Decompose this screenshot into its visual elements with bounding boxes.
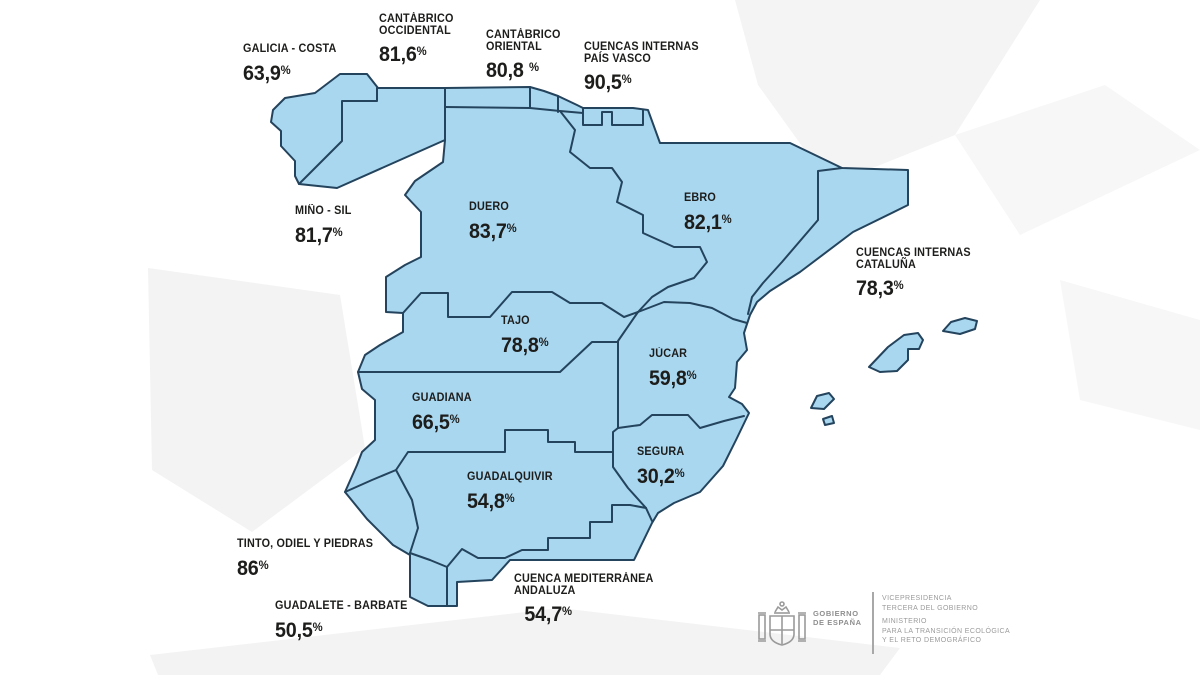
- percent-sign: %: [562, 604, 573, 618]
- basin-name: CANTÁBRICO OCCIDENTAL: [379, 13, 454, 37]
- basin-name: CUENCAS INTERNAS CATALUÑA: [856, 247, 971, 271]
- basin-label-segura: SEGURA 30,2%: [637, 446, 685, 488]
- percent-sign: %: [280, 62, 291, 77]
- basin-name: CANTÁBRICO ORIENTAL: [486, 29, 561, 53]
- percent-sign: %: [686, 367, 697, 382]
- vicepresidencia-label: VICEPRESIDENCIA TERCERA DEL GOBIERNO: [882, 595, 979, 612]
- border-guadiana-guadalquivir: [344, 429, 614, 493]
- deco-polygon: [1060, 280, 1200, 430]
- basin-label-cantabrico-oriental: CANTÁBRICO ORIENTAL 80,8 %: [486, 29, 561, 82]
- percent-sign: %: [721, 211, 732, 226]
- percent-sign: %: [506, 220, 517, 235]
- basin-label-jucar: JÚCAR 59,8%: [649, 348, 697, 390]
- basin-label-guadalquivir: GUADALQUIVIR 54,8%: [467, 471, 553, 513]
- basin-value: 59,8%: [649, 366, 697, 390]
- basin-value: 54,7%: [524, 603, 573, 626]
- basin-label-tajo: TAJO 78,8%: [501, 315, 549, 357]
- basin-name: SEGURA: [637, 446, 685, 458]
- basin-label-duero: DUERO 83,7%: [469, 201, 517, 243]
- basin-name: TINTO, ODIEL Y PIEDRAS: [237, 538, 374, 550]
- percent-sign: %: [312, 619, 323, 634]
- basin-value: 63,9%: [243, 61, 291, 85]
- basin-value: 81,7%: [295, 223, 343, 247]
- border-duero-ebro: [559, 110, 708, 313]
- percent-sign: %: [538, 334, 549, 349]
- basin-value: 54,8%: [467, 489, 515, 513]
- basin-name: DUERO: [469, 201, 509, 213]
- basin-name: TAJO: [501, 315, 530, 327]
- basin-value: 80,8 %: [486, 59, 540, 82]
- percent-sign: %: [449, 411, 460, 426]
- peninsula-outline: [270, 73, 909, 607]
- border-tinto-guadalquivir: [395, 469, 419, 554]
- basin-label-cuencas-internas-cataluna: CUENCAS INTERNAS CATALUÑA 78,3%: [856, 247, 971, 300]
- basin-value: 50,5%: [275, 618, 323, 642]
- basin-value: 86%: [237, 556, 269, 580]
- background-deco-polygons: [148, 0, 1200, 675]
- island-formentera: [822, 415, 835, 426]
- percent-sign: %: [621, 72, 632, 86]
- basin-label-galicia-costa: GALICIA - COSTA 63,9%: [243, 43, 337, 85]
- percent-sign: %: [332, 224, 343, 239]
- border-segura-west: [612, 427, 653, 522]
- border-guadalete: [409, 552, 448, 607]
- basin-name: CUENCA MEDITERRÁNEA ANDALUZA: [514, 573, 654, 597]
- basin-label-ebro: EBRO 82,1%: [684, 192, 732, 234]
- basin-value: 78,3%: [856, 277, 904, 300]
- border-jucar-segura: [617, 414, 745, 429]
- gobierno-de-espana-label: GOBIERNO DE ESPAÑA: [813, 609, 862, 627]
- island-ibiza: [810, 392, 835, 410]
- basin-label-guadalete-barbate: GUADALETE - BARBATE 50,5%: [275, 600, 408, 642]
- percent-sign: %: [258, 557, 269, 572]
- basin-label-guadiana: GUADIANA 66,5%: [412, 392, 472, 434]
- spain-coat-of-arms-icon: [758, 601, 806, 646]
- border-north-strip-bottom: [444, 106, 584, 114]
- deco-polygon: [955, 85, 1200, 235]
- basin-name: EBRO: [684, 192, 716, 204]
- basin-value: 82,1%: [684, 210, 732, 234]
- island-mallorca: [868, 332, 924, 373]
- basin-name: GUADALETE - BARBATE: [275, 600, 408, 612]
- border-ebro-jucar: [637, 301, 748, 324]
- basin-value: 81,6%: [379, 43, 427, 66]
- basin-label-pais-vasco: CUENCAS INTERNAS PAÍS VASCO 90,5%: [584, 41, 699, 94]
- basin-label-mino-sil: MIÑO - SIL 81,7%: [295, 205, 352, 247]
- basin-value: 78,8%: [501, 333, 549, 357]
- island-menorca: [942, 317, 978, 335]
- ministerio-label: MINISTERIO PARA LA TRANSICIÓN ECOLÓGICA …: [882, 618, 1011, 644]
- border-pais-vasco-tabs: [582, 107, 644, 126]
- basin-name: GUADIANA: [412, 392, 472, 404]
- border-galicia-mino: [298, 87, 378, 185]
- percent-sign: %: [416, 44, 427, 58]
- basin-name: CUENCAS INTERNAS PAÍS VASCO: [584, 41, 699, 65]
- basin-value: 90,5%: [584, 71, 632, 94]
- basin-value: 30,2%: [637, 464, 685, 488]
- percent-sign: %: [674, 465, 685, 480]
- deco-polygon: [150, 608, 900, 675]
- border-guadalquivir-andaluza: [446, 504, 647, 568]
- percent-sign: %: [893, 278, 904, 292]
- deco-polygon: [735, 0, 1040, 185]
- basin-name: JÚCAR: [649, 348, 688, 360]
- basin-name: GUADALQUIVIR: [467, 471, 553, 483]
- percent-sign: %: [528, 60, 540, 74]
- basin-value: 66,5%: [412, 410, 460, 434]
- basin-name: GALICIA - COSTA: [243, 43, 337, 55]
- deco-polygon: [148, 268, 365, 532]
- basin-label-cuenca-mediterranea-andaluza: CUENCA MEDITERRÁNEA ANDALUZA 54,7%: [514, 573, 654, 626]
- border-tajo-guadiana: [357, 341, 619, 373]
- basin-label-cantabrico-occidental: CANTÁBRICO OCCIDENTAL 81,6%: [379, 13, 454, 66]
- basin-label-tinto-odiel-piedras: TINTO, ODIEL Y PIEDRAS 86%: [237, 538, 374, 580]
- basin-value: 83,7%: [469, 219, 517, 243]
- percent-sign: %: [504, 490, 515, 505]
- border-cataluna-strip: [747, 167, 843, 315]
- basin-name: MIÑO - SIL: [295, 205, 352, 217]
- footer-divider: [872, 592, 874, 654]
- border-duero-tajo: [402, 291, 639, 318]
